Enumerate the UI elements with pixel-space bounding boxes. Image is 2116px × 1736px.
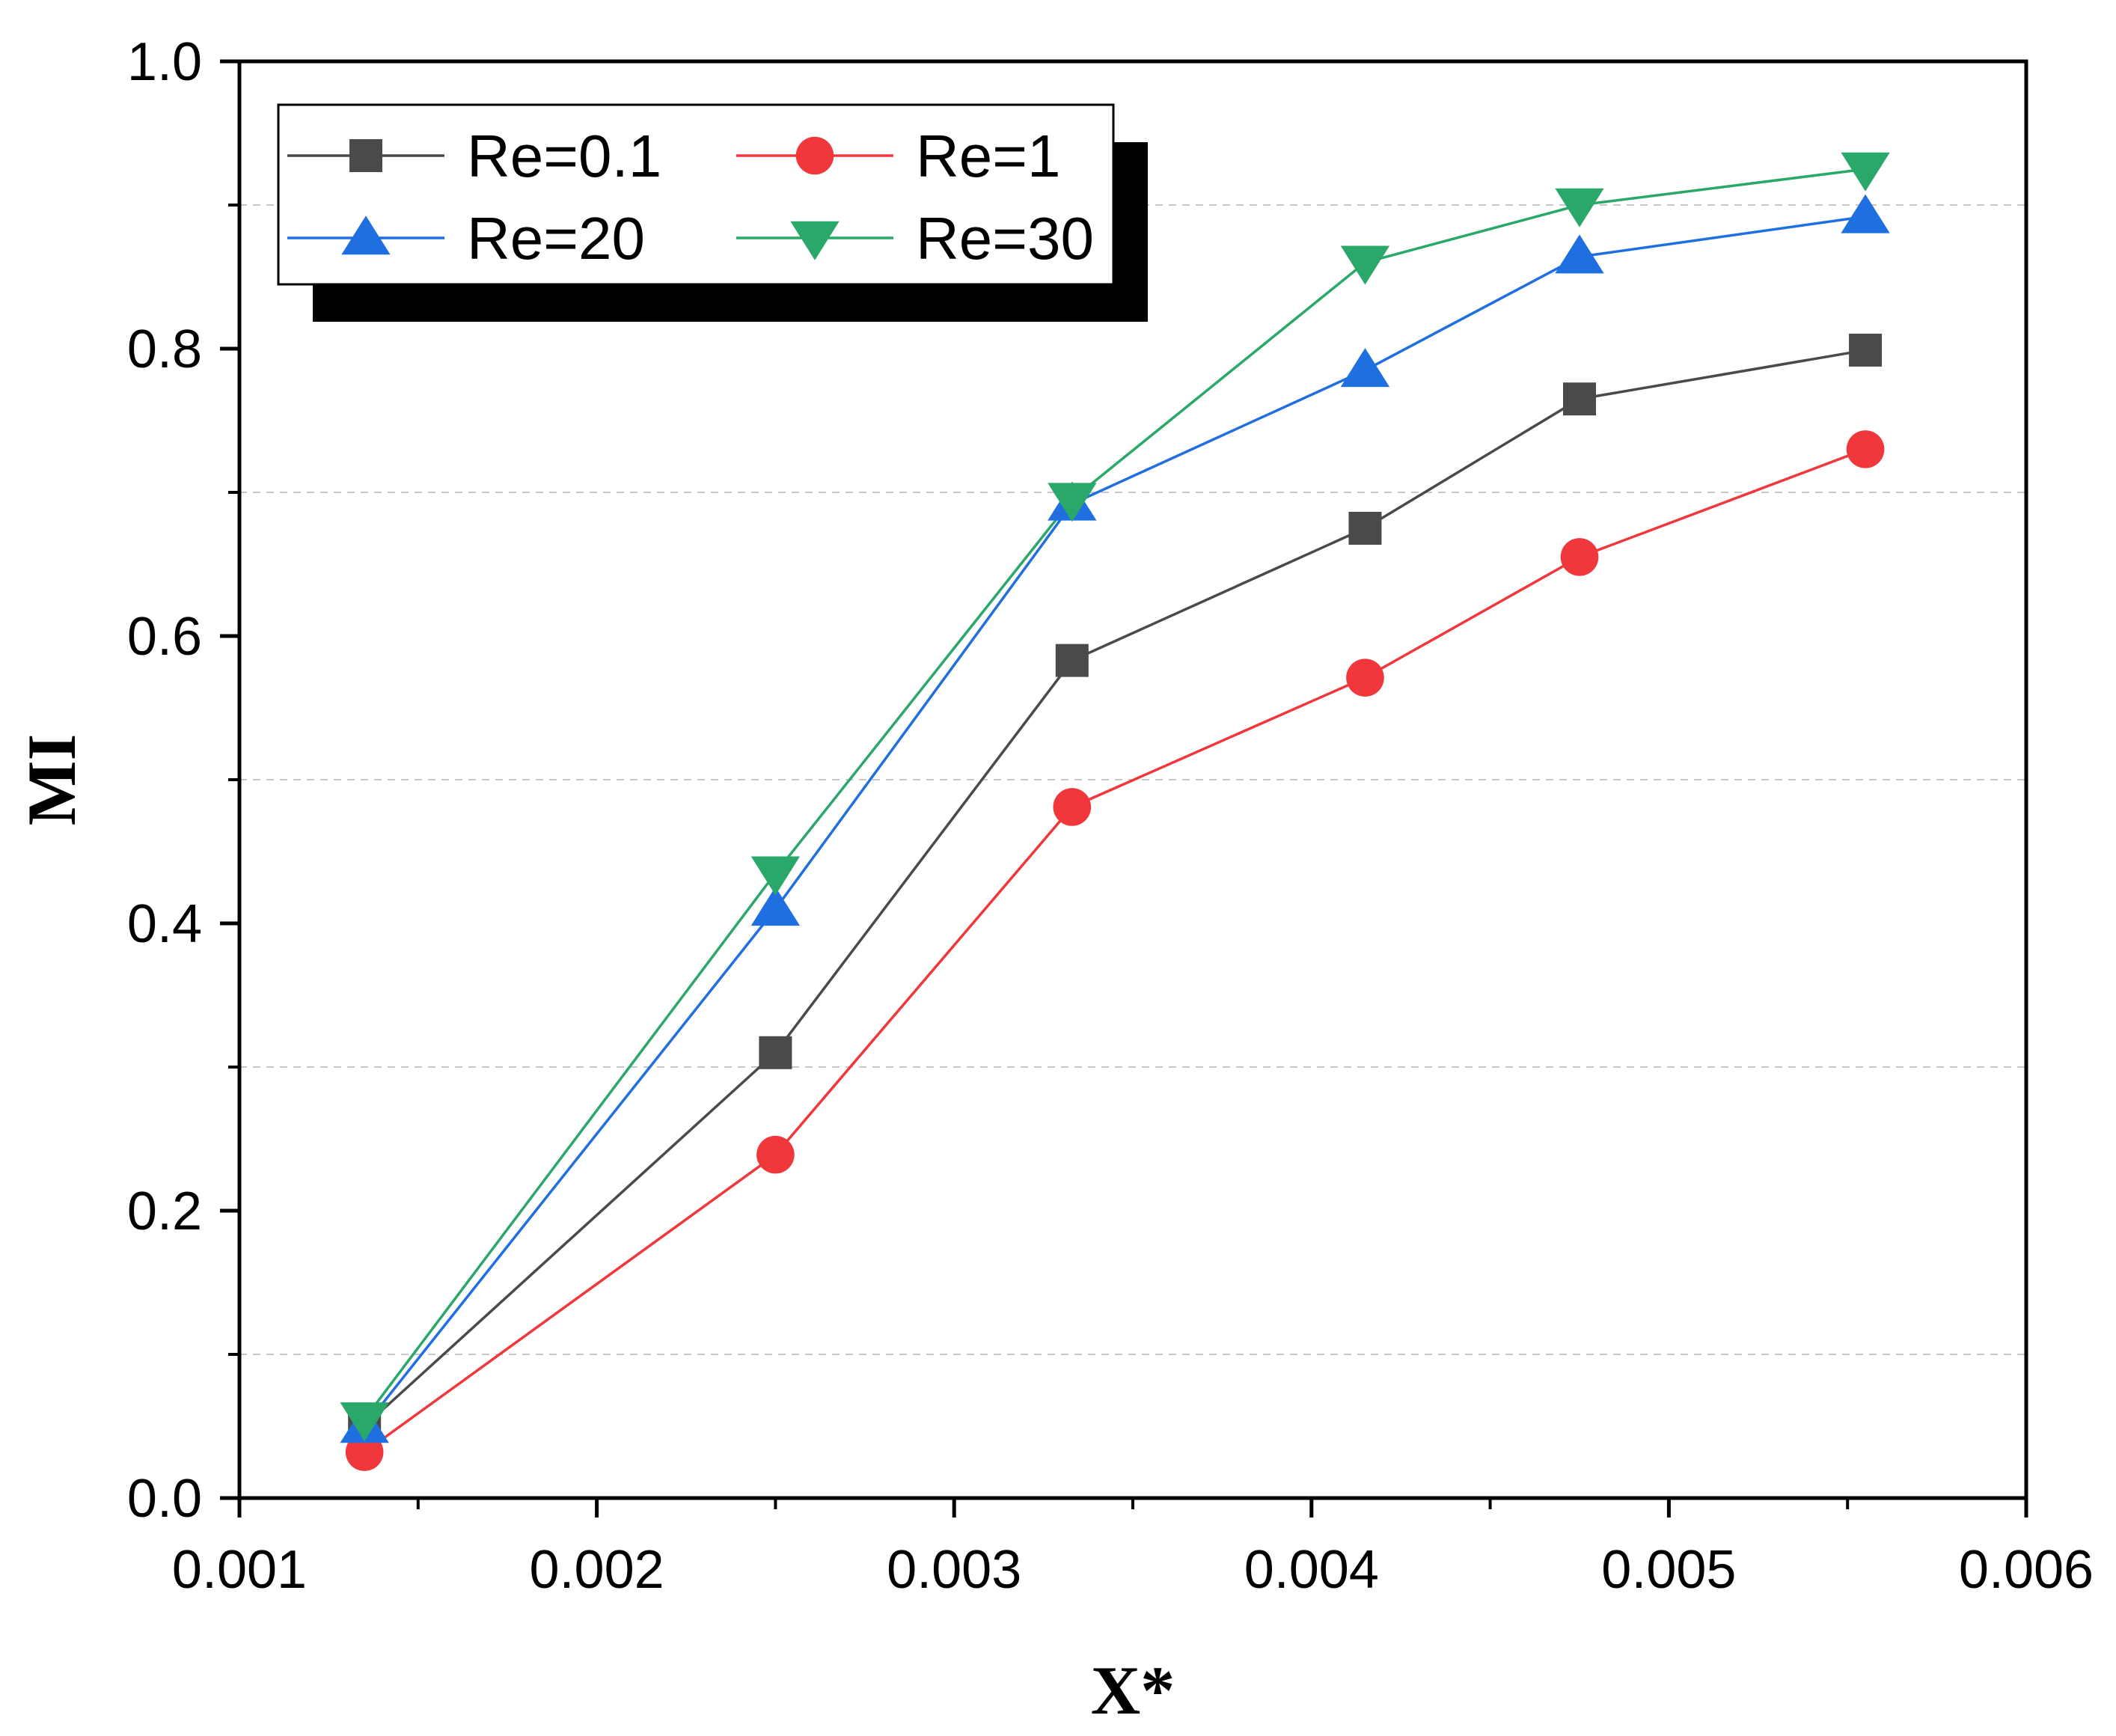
data-point-Re=30 xyxy=(1048,483,1097,522)
data-point-Re=1 xyxy=(1560,538,1599,576)
x-tick-label: 0.001 xyxy=(172,1540,307,1600)
x-tick-label: 0.006 xyxy=(1959,1540,2094,1600)
y-tick-label: 0.8 xyxy=(127,320,202,379)
x-tick-label: 0.004 xyxy=(1244,1540,1379,1600)
y-tick-label: 0.0 xyxy=(127,1469,202,1529)
legend-marker xyxy=(349,139,382,172)
legend-item: Re=0.1 xyxy=(287,123,661,189)
data-point-Re=0.1 xyxy=(1055,644,1089,677)
data-point-Re=0.1 xyxy=(1849,333,1883,367)
data-point-Re=30 xyxy=(340,1402,389,1442)
data-point-Re=30 xyxy=(1841,152,1890,192)
series-line-Re=30 xyxy=(363,168,1866,1420)
x-tick-label: 0.003 xyxy=(887,1540,1021,1600)
data-point-Re=30 xyxy=(1340,245,1390,285)
legend-item: Re=1 xyxy=(736,123,1060,189)
legend-item: Re=20 xyxy=(287,205,645,272)
data-point-Re=20 xyxy=(750,887,801,926)
data-point-Re=0.1 xyxy=(759,1036,792,1069)
data-point-Re=20 xyxy=(1841,194,1890,233)
data-point-Re=1 xyxy=(1846,430,1885,468)
data-point-Re=0.1 xyxy=(1348,512,1382,545)
data-point-Re=1 xyxy=(1346,658,1384,697)
x-tick-label: 0.005 xyxy=(1601,1540,1736,1600)
legend-marker xyxy=(790,221,840,260)
x-axis-title: X* xyxy=(1091,1652,1175,1729)
data-point-Re=30 xyxy=(1555,188,1604,227)
data-point-Re=20 xyxy=(1340,348,1390,388)
data-point-Re=30 xyxy=(750,856,801,896)
axis-ticks: 0.001 0.002 0.003 0.004 0.005 0.006 0.0 0.2 0.4 0… xyxy=(127,32,2094,1600)
legend: Re=0.1 Re=1 Re=20 Re=30 xyxy=(277,103,1148,322)
data-point-Re=1 xyxy=(756,1135,795,1174)
y-axis-title: MI xyxy=(13,734,90,826)
x-tick-label: 0.002 xyxy=(530,1540,664,1600)
legend-box xyxy=(277,103,1115,286)
legend-label: Re=30 xyxy=(916,205,1094,272)
data-point-Re=1 xyxy=(1053,788,1092,826)
series-line-Re=0.1 xyxy=(363,349,1866,1428)
data-point-Re=20 xyxy=(1555,234,1604,274)
series-line-Re=1 xyxy=(364,447,1866,1453)
legend-label: Re=20 xyxy=(467,205,645,272)
series-layer xyxy=(340,152,1890,1471)
y-tick-label: 0.4 xyxy=(127,894,202,954)
legend-label: Re=0.1 xyxy=(467,123,661,189)
y-tick-label: 1.0 xyxy=(127,32,202,92)
series-line-Re=20 xyxy=(363,215,1866,1428)
y-tick-label: 0.2 xyxy=(127,1182,202,1241)
data-point-Re=0.1 xyxy=(1563,382,1596,416)
legend-item: Re=30 xyxy=(736,205,1094,272)
y-tick-label: 0.6 xyxy=(127,607,202,667)
legend-marker xyxy=(341,216,391,255)
legend-marker xyxy=(795,136,834,175)
legend-label: Re=1 xyxy=(916,123,1060,189)
